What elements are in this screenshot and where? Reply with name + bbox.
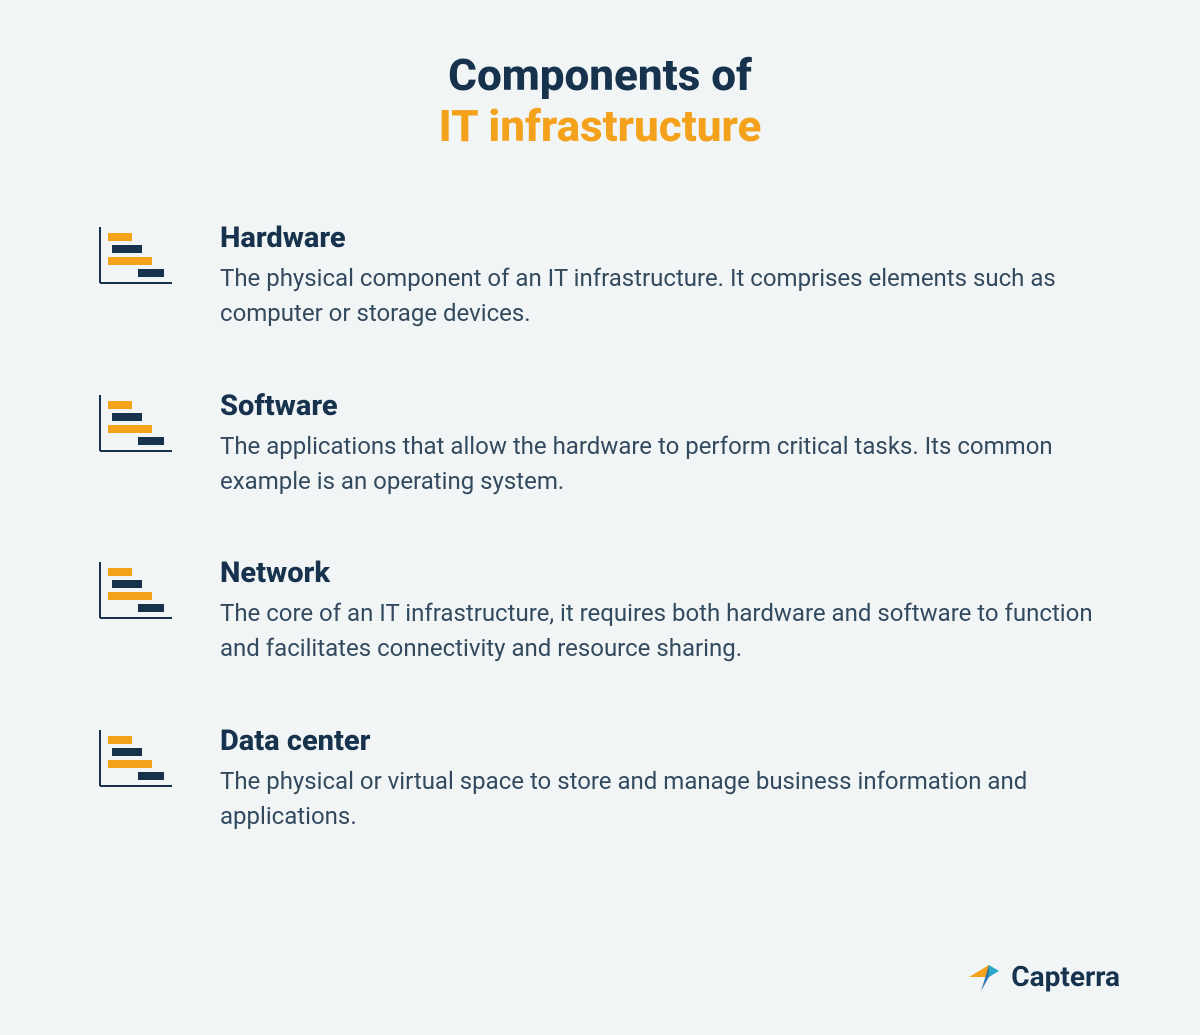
title-line-2: IT infrastructure (70, 101, 1130, 152)
gantt-chart-icon (90, 560, 180, 632)
component-text: Hardware The physical component of an IT … (220, 221, 1120, 331)
component-item: Data center The physical or virtual space… (90, 724, 1130, 834)
component-description: The physical component of an IT infrastr… (220, 261, 1120, 331)
gantt-chart-icon (90, 225, 180, 297)
component-item: Network The core of an IT infrastructure,… (90, 556, 1130, 666)
footer-logo: Capterra (967, 957, 1120, 995)
component-title: Data center (220, 724, 1120, 758)
component-text: Network The core of an IT infrastructure,… (220, 556, 1120, 666)
component-title: Software (220, 389, 1120, 423)
brand-name: Capterra (1011, 960, 1120, 993)
title-line-1: Components of (70, 50, 1130, 101)
capterra-arrow-icon (967, 957, 1001, 995)
component-title: Hardware (220, 221, 1120, 255)
items-list: Hardware The physical component of an IT … (70, 221, 1130, 833)
component-description: The applications that allow the hardware… (220, 429, 1120, 499)
gantt-chart-icon (90, 728, 180, 800)
component-description: The physical or virtual space to store a… (220, 764, 1120, 834)
component-item: Hardware The physical component of an IT … (90, 221, 1130, 331)
component-description: The core of an IT infrastructure, it req… (220, 596, 1120, 666)
component-title: Network (220, 556, 1120, 590)
gantt-chart-icon (90, 393, 180, 465)
component-item: Software The applications that allow the … (90, 389, 1130, 499)
component-text: Data center The physical or virtual space… (220, 724, 1120, 834)
title-block: Components of IT infrastructure (70, 50, 1130, 151)
component-text: Software The applications that allow the … (220, 389, 1120, 499)
